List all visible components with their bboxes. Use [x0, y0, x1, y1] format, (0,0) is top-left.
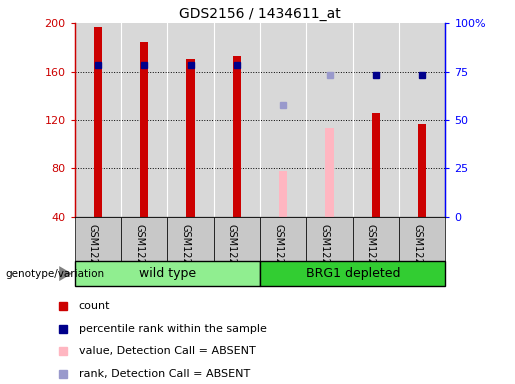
Bar	[399, 217, 445, 261]
Bar	[186, 60, 195, 217]
Bar	[260, 217, 306, 261]
Text: wild type: wild type	[139, 267, 196, 280]
Bar	[260, 261, 445, 286]
Text: GSM122521: GSM122521	[181, 223, 191, 283]
Bar	[167, 217, 214, 261]
Bar	[75, 217, 121, 261]
Text: GSM122522: GSM122522	[227, 223, 237, 283]
Text: GSM122524: GSM122524	[320, 223, 330, 283]
Bar	[372, 113, 380, 217]
Bar	[306, 217, 353, 261]
Text: GSM122526: GSM122526	[413, 223, 422, 283]
Title: GDS2156 / 1434611_at: GDS2156 / 1434611_at	[179, 7, 341, 21]
Bar	[233, 56, 241, 217]
Bar	[279, 171, 287, 217]
Text: value, Detection Call = ABSENT: value, Detection Call = ABSENT	[79, 346, 255, 356]
Bar	[75, 261, 260, 286]
Text: GSM122520: GSM122520	[134, 223, 144, 283]
Text: count: count	[79, 301, 110, 311]
Text: percentile rank within the sample: percentile rank within the sample	[79, 324, 267, 334]
Text: GSM122519: GSM122519	[88, 223, 98, 283]
Bar	[214, 217, 260, 261]
Bar	[94, 26, 102, 217]
Text: genotype/variation: genotype/variation	[5, 268, 104, 279]
Text: GSM122525: GSM122525	[366, 223, 376, 283]
Text: GSM122523: GSM122523	[273, 223, 283, 283]
Bar	[418, 124, 426, 217]
Bar	[353, 217, 399, 261]
Bar	[325, 129, 334, 217]
Text: BRG1 depleted: BRG1 depleted	[305, 267, 400, 280]
Text: rank, Detection Call = ABSENT: rank, Detection Call = ABSENT	[79, 369, 250, 379]
Bar	[121, 217, 167, 261]
Bar	[140, 43, 148, 217]
Polygon shape	[59, 266, 72, 281]
